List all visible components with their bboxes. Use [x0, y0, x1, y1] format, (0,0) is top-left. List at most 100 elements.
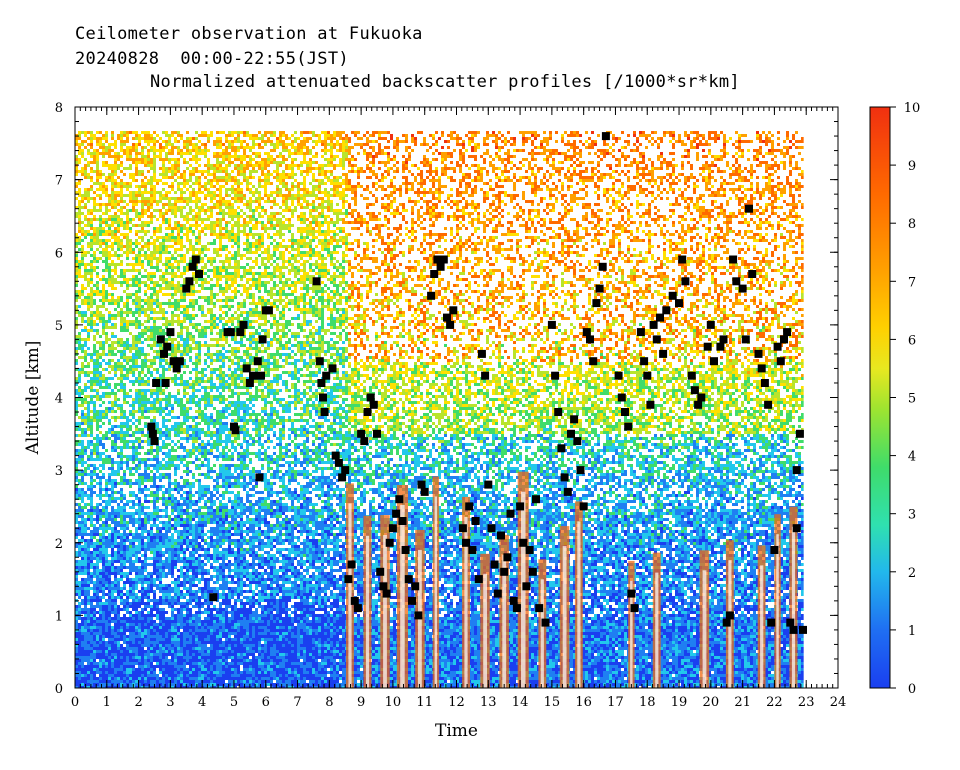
- heat-cell: [147, 518, 150, 521]
- heat-cell: [114, 365, 117, 368]
- heat-cell: [120, 320, 123, 323]
- heat-cell: [93, 239, 96, 242]
- heat-cell: [81, 317, 84, 320]
- heat-cell: [132, 458, 135, 461]
- heat-cell: [129, 620, 132, 623]
- heat-cell: [114, 491, 117, 494]
- heat-cell: [129, 605, 132, 608]
- heat-cell: [150, 257, 153, 260]
- heat-cell: [162, 368, 165, 371]
- heat-cell: [81, 644, 84, 647]
- heat-cell: [81, 536, 84, 539]
- heat-cell: [114, 221, 117, 224]
- heat-cell: [129, 590, 132, 593]
- heat-cell: [144, 551, 147, 554]
- heat-cell: [150, 626, 153, 629]
- heat-cell: [138, 572, 141, 575]
- heat-cell: [90, 401, 93, 404]
- heat-cell: [126, 338, 129, 341]
- heat-cell: [144, 521, 147, 524]
- heat-cell: [135, 293, 138, 296]
- heat-cell: [144, 284, 147, 287]
- heat-cell: [102, 467, 105, 470]
- heat-cell: [150, 536, 153, 539]
- heat-cell: [123, 323, 126, 326]
- heat-cell: [123, 632, 126, 635]
- heat-cell: [150, 308, 153, 311]
- heat-cell: [147, 674, 150, 677]
- heat-cell: [111, 215, 114, 218]
- heat-cell: [126, 374, 129, 377]
- heat-cell: [138, 560, 141, 563]
- heat-cell: [93, 302, 96, 305]
- heat-cell: [117, 509, 120, 512]
- heat-cell: [99, 404, 102, 407]
- heat-cell: [135, 572, 138, 575]
- heat-cell: [99, 257, 102, 260]
- heat-cell: [132, 461, 135, 464]
- heat-cell: [135, 281, 138, 284]
- heat-cell: [123, 503, 126, 506]
- heat-cell: [126, 458, 129, 461]
- heat-cell: [123, 200, 126, 203]
- heat-cell: [141, 578, 144, 581]
- heat-cell: [114, 662, 117, 665]
- heat-cell: [90, 188, 93, 191]
- heat-cell: [87, 251, 90, 254]
- heat-cell: [132, 143, 135, 146]
- heat-cell: [90, 617, 93, 620]
- heat-cell: [111, 542, 114, 545]
- heat-cell: [165, 221, 168, 224]
- heat-cell: [114, 536, 117, 539]
- heat-cell: [93, 590, 96, 593]
- heat-cell: [108, 533, 111, 536]
- heat-cell: [78, 506, 81, 509]
- heat-cell: [93, 215, 96, 218]
- heat-cell: [153, 590, 156, 593]
- heat-cell: [162, 281, 165, 284]
- heat-cell: [78, 494, 81, 497]
- heat-cell: [99, 632, 102, 635]
- heat-cell: [87, 269, 90, 272]
- heat-cell: [96, 650, 99, 653]
- heat-cell: [129, 587, 132, 590]
- heat-cell: [93, 359, 96, 362]
- heat-cell: [114, 299, 117, 302]
- heat-cell: [120, 461, 123, 464]
- heat-cell: [120, 185, 123, 188]
- heat-cell: [126, 641, 129, 644]
- heat-cell: [84, 395, 87, 398]
- heat-cell: [87, 194, 90, 197]
- heat-cell: [147, 245, 150, 248]
- heat-cell: [159, 671, 162, 674]
- heat-cell: [78, 548, 81, 551]
- heat-cell: [99, 419, 102, 422]
- heat-cell: [120, 413, 123, 416]
- heat-cell: [96, 170, 99, 173]
- heat-cell: [99, 188, 102, 191]
- heat-cell: [114, 140, 117, 143]
- heat-cell: [99, 197, 102, 200]
- heat-cell: [96, 374, 99, 377]
- heat-cell: [111, 188, 114, 191]
- heat-cell: [153, 521, 156, 524]
- heat-cell: [135, 392, 138, 395]
- heat-cell: [99, 230, 102, 233]
- heat-cell: [153, 545, 156, 548]
- heat-cell: [138, 311, 141, 314]
- heat-cell: [144, 392, 147, 395]
- heat-cell: [123, 437, 126, 440]
- heat-cell: [150, 647, 153, 650]
- heat-cell: [150, 296, 153, 299]
- heat-cell: [96, 152, 99, 155]
- heat-cell: [108, 386, 111, 389]
- heat-cell: [90, 536, 93, 539]
- heat-cell: [153, 467, 156, 470]
- heat-cell: [105, 629, 108, 632]
- heat-cell: [147, 182, 150, 185]
- heat-cell: [87, 296, 90, 299]
- heat-cell: [159, 245, 162, 248]
- heat-cell: [159, 668, 162, 671]
- heat-cell: [96, 638, 99, 641]
- heat-cell: [138, 509, 141, 512]
